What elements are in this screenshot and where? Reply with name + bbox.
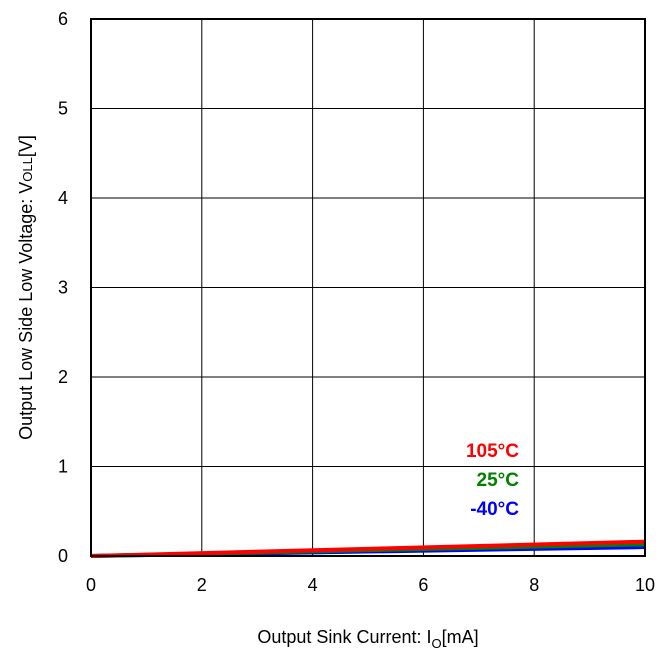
x-tick-label: 6	[418, 575, 428, 595]
y-tick-label: 5	[58, 99, 68, 119]
y-axis-title-main: Output Low Side Low Voltage: V	[16, 182, 36, 440]
x-axis-title-main: Output Sink Current: I	[257, 627, 431, 647]
legend: 105°C 25°C -40°C	[466, 441, 519, 520]
y-tick-label: 0	[58, 546, 68, 566]
x-axis-title: Output Sink Current: IO[mA]	[257, 627, 478, 648]
x-tick-label: 2	[197, 575, 207, 595]
x-axis-title-tail: [mA]	[442, 627, 479, 647]
y-axis-title-tail: [V]	[16, 135, 36, 157]
x-axis-title-sub: O	[431, 636, 441, 648]
series-line	[90, 539, 646, 558]
y-tick-label: 4	[58, 188, 68, 208]
y-axis-title-sub: OLL	[20, 157, 35, 182]
legend-label: 105°C	[466, 441, 519, 462]
x-tick-labels: 0 2 4 6 8 10	[86, 575, 655, 595]
y-tick-label: 6	[58, 9, 68, 29]
legend-label: 25°C	[477, 470, 520, 491]
y-tick-label: 1	[58, 457, 68, 477]
grid	[90, 18, 646, 557]
y-tick-label: 2	[58, 367, 68, 387]
x-tick-label: 8	[529, 575, 539, 595]
series-group	[90, 539, 646, 558]
plot-frame	[90, 18, 646, 557]
x-tick-label: 10	[635, 575, 655, 595]
y-axis-title: Output Low Side Low Voltage: VOLL[V]	[16, 135, 36, 440]
x-tick-label: 4	[308, 575, 318, 595]
y-tick-label: 3	[58, 278, 68, 298]
legend-label: -40°C	[470, 499, 519, 520]
x-tick-label: 0	[86, 575, 96, 595]
y-tick-labels: 0 1 2 3 4 5 6	[58, 9, 68, 566]
